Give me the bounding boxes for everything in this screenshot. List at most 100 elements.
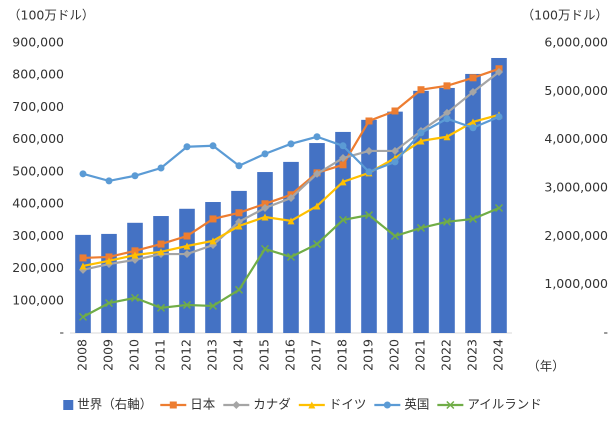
marker: [156, 303, 166, 312]
marker: [131, 251, 139, 259]
marker: [105, 257, 113, 265]
marker: [235, 222, 243, 230]
y-tick-label: 100,000: [12, 292, 64, 307]
marker: [365, 146, 373, 155]
marker: [182, 300, 192, 309]
marker: [183, 250, 191, 259]
marker: [104, 299, 114, 308]
legend-label: アイルランド: [467, 397, 541, 412]
marker: [339, 178, 347, 186]
x-tick-label: 2023: [465, 339, 480, 371]
marker: [443, 82, 451, 90]
marker: [261, 203, 269, 212]
marker: [443, 133, 451, 141]
bar: [283, 161, 299, 333]
legend-swatch: [63, 400, 74, 410]
y2-tick-label: 2,000,000: [544, 228, 608, 243]
legend-marker: [446, 400, 455, 410]
marker: [391, 158, 399, 166]
marker: [208, 301, 218, 310]
x-tick-label: 2016: [283, 339, 298, 371]
bar: [101, 233, 117, 333]
marker: [131, 172, 139, 180]
marker: [78, 312, 88, 321]
x-tick-label: 2014: [231, 339, 246, 371]
marker: [390, 231, 400, 241]
marker: [339, 161, 347, 169]
y-tick-label: 800,000: [12, 67, 64, 82]
marker: [313, 133, 321, 141]
x-tick-label: 2018: [335, 339, 350, 371]
marker: [313, 202, 321, 210]
x-tick-label: 2009: [101, 339, 116, 371]
x-tick-label: 2020: [387, 339, 402, 371]
marker: [79, 262, 87, 270]
marker: [391, 146, 399, 155]
marker: [157, 164, 165, 172]
marker: [209, 237, 217, 245]
marker: [260, 244, 270, 253]
bar: [387, 111, 403, 333]
marker: [287, 140, 295, 148]
bar: [205, 202, 221, 333]
x-axis-unit: （年）: [527, 359, 565, 374]
x-tick-label: 2012: [179, 339, 194, 371]
y2-tick-label: -: [603, 325, 608, 340]
x-tick-label: 2010: [127, 339, 142, 371]
y-tick-label: 500,000: [12, 163, 64, 178]
marker: [287, 217, 295, 225]
bar: [127, 222, 143, 333]
legend-label: 世界（右軸）: [77, 397, 152, 412]
marker: [312, 240, 322, 249]
x-tick-label: 2011: [153, 339, 168, 371]
marker: [131, 247, 139, 255]
marker: [495, 68, 503, 76]
marker: [286, 252, 296, 261]
marker: [105, 253, 113, 261]
marker: [339, 142, 347, 150]
x-tick-label: 2013: [205, 339, 220, 371]
marker: [365, 168, 373, 176]
x-tick-label: 2015: [257, 339, 272, 371]
y-tick-label: -: [59, 325, 64, 340]
y-tick-label: 600,000: [12, 131, 64, 146]
marker: [443, 115, 451, 123]
marker: [261, 213, 269, 221]
marker: [183, 232, 191, 240]
marker: [391, 107, 399, 115]
marker: [79, 254, 87, 262]
marker: [209, 142, 217, 150]
bar: [465, 73, 481, 333]
y2-tick-label: 6,000,000: [544, 35, 608, 50]
marker: [494, 203, 504, 213]
marker: [235, 209, 243, 217]
marker: [417, 137, 425, 145]
y-axis-unit: （100万ドル）: [8, 8, 94, 23]
y-tick-label: 400,000: [12, 196, 64, 211]
y-tick-label: 700,000: [12, 99, 64, 114]
marker: [339, 154, 347, 163]
bar: [309, 143, 325, 333]
x-tick-label: 2024: [491, 339, 506, 371]
bar: [75, 234, 91, 333]
x-tick-label: 2019: [361, 339, 376, 371]
legend-marker: [169, 401, 177, 409]
y-tick-label: 900,000: [12, 35, 64, 50]
marker: [261, 150, 269, 158]
y2-tick-label: 4,000,000: [544, 131, 608, 146]
marker: [235, 217, 243, 226]
bar: [439, 87, 455, 333]
marker: [417, 86, 425, 94]
marker: [417, 129, 425, 137]
y2-axis-unit: （100万ドル）: [522, 8, 608, 23]
marker: [495, 113, 503, 121]
x-tick-label: 2008: [75, 339, 90, 371]
marker: [364, 211, 374, 220]
marker: [313, 169, 321, 178]
legend-label: 日本: [190, 397, 216, 412]
marker: [469, 118, 477, 126]
legend-label: カナダ: [253, 397, 291, 412]
marker: [468, 214, 478, 223]
bar: [413, 90, 429, 333]
